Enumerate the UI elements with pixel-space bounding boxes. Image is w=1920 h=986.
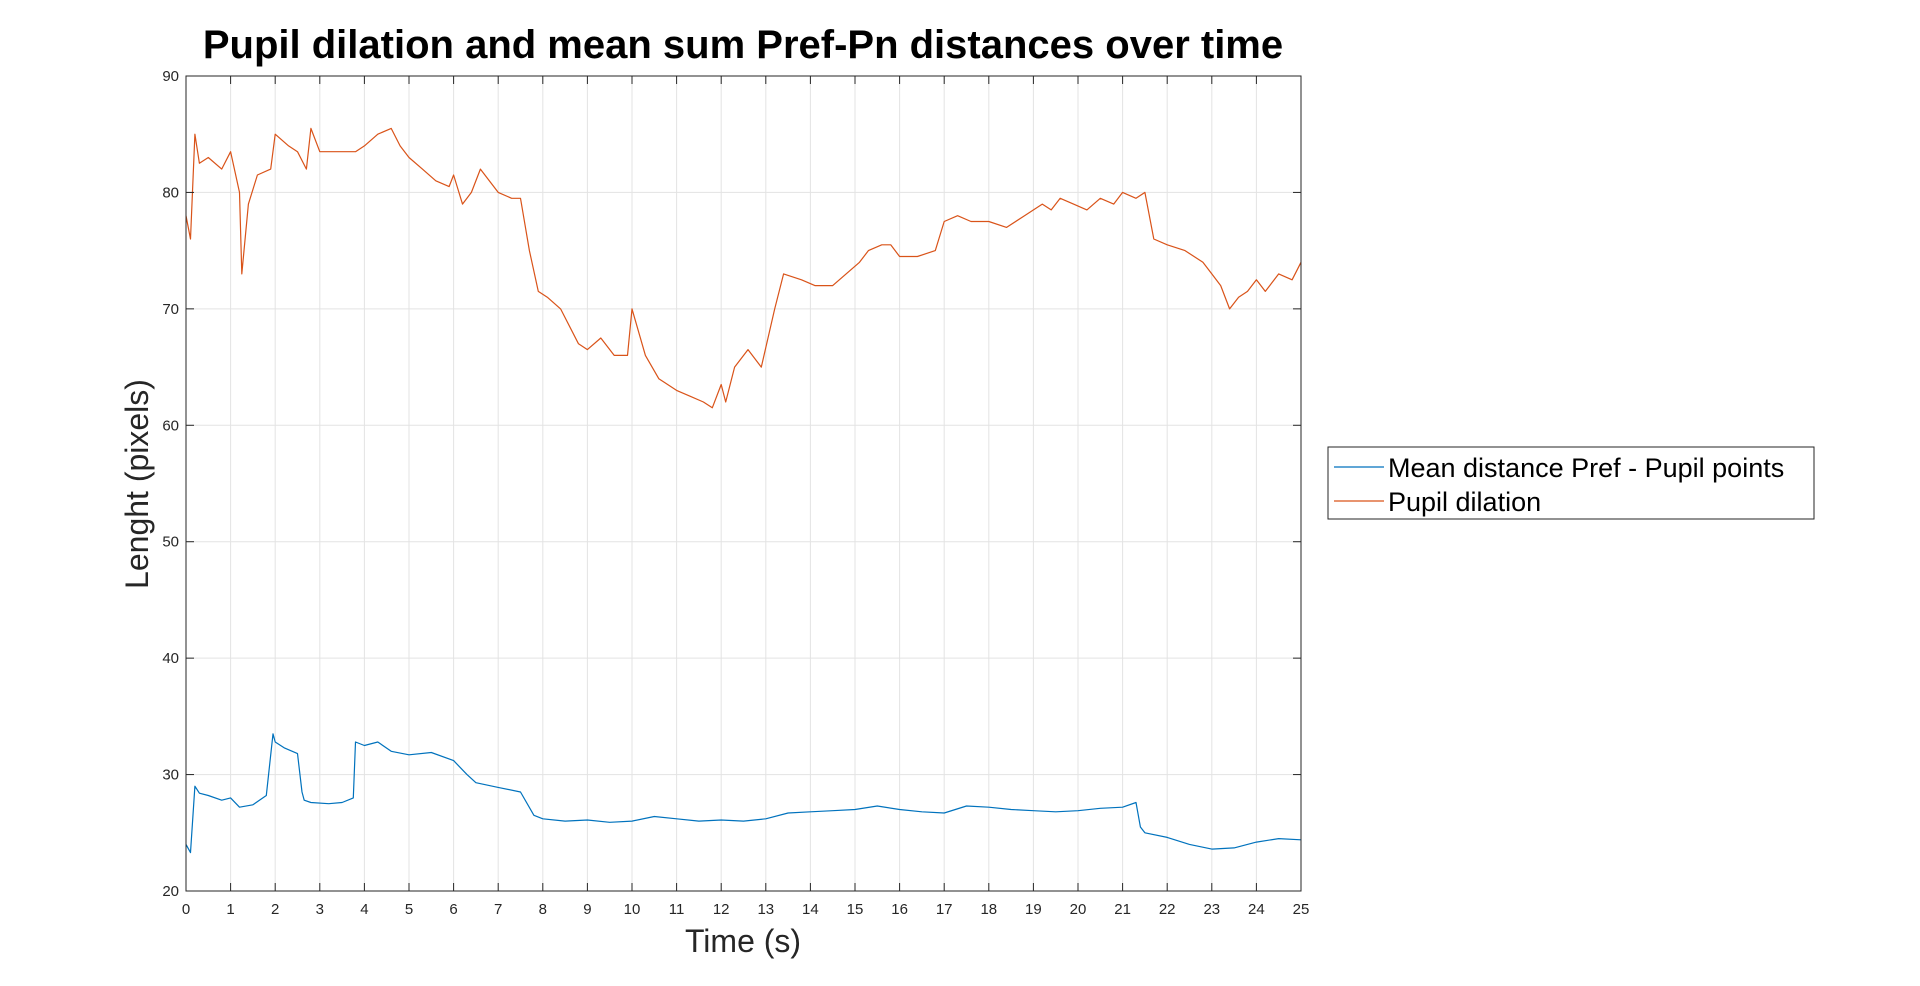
y-tick-label: 90 <box>162 68 179 85</box>
x-tick-label: 14 <box>802 901 819 918</box>
x-tick-label: 16 <box>891 901 908 918</box>
x-tick-label: 6 <box>449 901 457 918</box>
x-tick-label: 9 <box>583 901 591 918</box>
axes-box <box>185 75 1302 892</box>
x-tick-label: 24 <box>1248 901 1265 918</box>
x-tick-label: 21 <box>1114 901 1131 918</box>
x-tick-label: 1 <box>226 901 234 918</box>
x-tick-label: 25 <box>1293 901 1310 918</box>
x-tick-label: 23 <box>1203 901 1220 918</box>
legend-label-mean-distance: Mean distance Pref - Pupil points <box>1388 453 1784 483</box>
y-tick-label: 40 <box>162 650 179 667</box>
y-tick-label: 20 <box>162 883 179 900</box>
y-tick-labels: 20 30 40 50 60 70 80 90 <box>162 68 179 900</box>
x-tick-label: 2 <box>271 901 279 918</box>
x-tick-label: 3 <box>316 901 324 918</box>
series-layer <box>185 127 1302 854</box>
x-axis-label: Time (s) <box>685 923 801 959</box>
tick-marks <box>185 75 1302 892</box>
y-tick-label: 80 <box>162 184 179 201</box>
x-tick-label: 15 <box>847 901 864 918</box>
x-tick-label: 12 <box>713 901 730 918</box>
legend: Mean distance Pref - Pupil points Pupil … <box>1327 446 1815 520</box>
x-tick-label: 20 <box>1070 901 1087 918</box>
series-line-pupil-dilation <box>185 127 1302 409</box>
x-tick-label: 0 <box>182 901 190 918</box>
x-tick-labels: 0 1 2 3 4 5 6 7 8 9 10 11 12 13 14 15 16 17 18 19 20 21 22 23 24… <box>182 901 1310 918</box>
y-tick-label: 70 <box>162 301 179 318</box>
legend-box <box>1327 446 1815 520</box>
gridlines <box>185 75 1302 892</box>
x-tick-label: 4 <box>360 901 368 918</box>
x-tick-label: 13 <box>757 901 774 918</box>
y-tick-label: 30 <box>162 767 179 784</box>
y-axis-label: Lenght (pixels) <box>119 379 155 589</box>
legend-label-pupil-dilation: Pupil dilation <box>1388 487 1541 517</box>
y-tick-label: 60 <box>162 417 179 434</box>
axes-background <box>186 76 1301 891</box>
x-tick-label: 8 <box>539 901 547 918</box>
chart-title: Pupil dilation and mean sum Pref-Pn dist… <box>203 23 1283 67</box>
x-tick-label: 5 <box>405 901 413 918</box>
x-tick-label: 17 <box>936 901 953 918</box>
series-line-mean-distance <box>185 733 1302 854</box>
plot-area: 0 1 2 3 4 5 6 7 8 9 10 11 12 13 14 15 16 17 18 19 20 21 22 23 24… <box>162 68 1309 918</box>
x-tick-label: 11 <box>669 901 685 918</box>
x-tick-label: 19 <box>1025 901 1042 918</box>
x-tick-label: 22 <box>1159 901 1176 918</box>
x-tick-label: 7 <box>494 901 502 918</box>
y-tick-label: 50 <box>162 534 179 551</box>
x-tick-label: 18 <box>980 901 997 918</box>
x-tick-label: 10 <box>624 901 641 918</box>
